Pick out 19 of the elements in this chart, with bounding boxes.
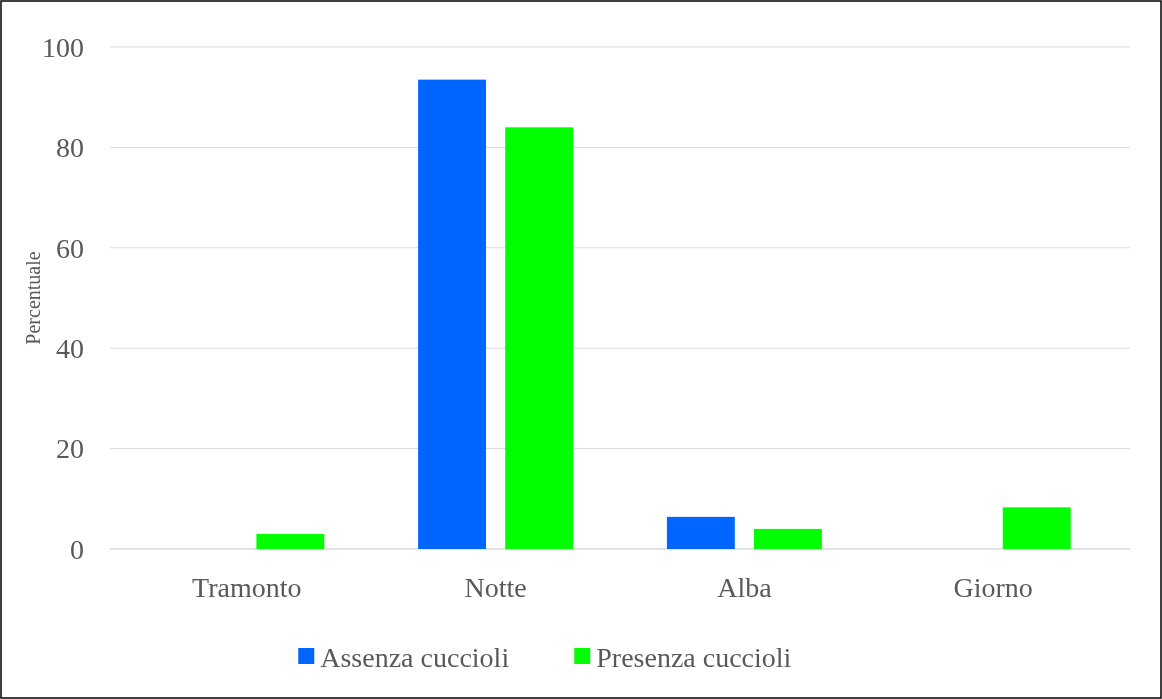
bar <box>666 516 735 549</box>
x-tick-label: Tramonto <box>192 572 302 603</box>
y-tick-label: 60 <box>56 232 84 264</box>
bar <box>1002 507 1071 549</box>
bar <box>418 79 487 549</box>
x-tick-label: Giorno <box>953 572 1033 603</box>
y-tick-label: 100 <box>42 31 84 63</box>
y-tick-label: 40 <box>56 333 84 364</box>
y-tick-label: 0 <box>70 533 84 565</box>
x-tick-label: Notte <box>464 572 527 603</box>
bar <box>256 533 325 549</box>
y-axis-title: Percentuale <box>22 251 44 345</box>
x-tick-label: Alba <box>717 572 773 603</box>
legend-label: Assenza cuccioli <box>320 641 510 673</box>
legend-label: Presenza cuccioli <box>596 641 792 673</box>
bar <box>505 127 574 549</box>
y-tick-label: 20 <box>56 433 84 465</box>
bar <box>753 528 822 549</box>
y-tick-label: 80 <box>56 132 84 164</box>
